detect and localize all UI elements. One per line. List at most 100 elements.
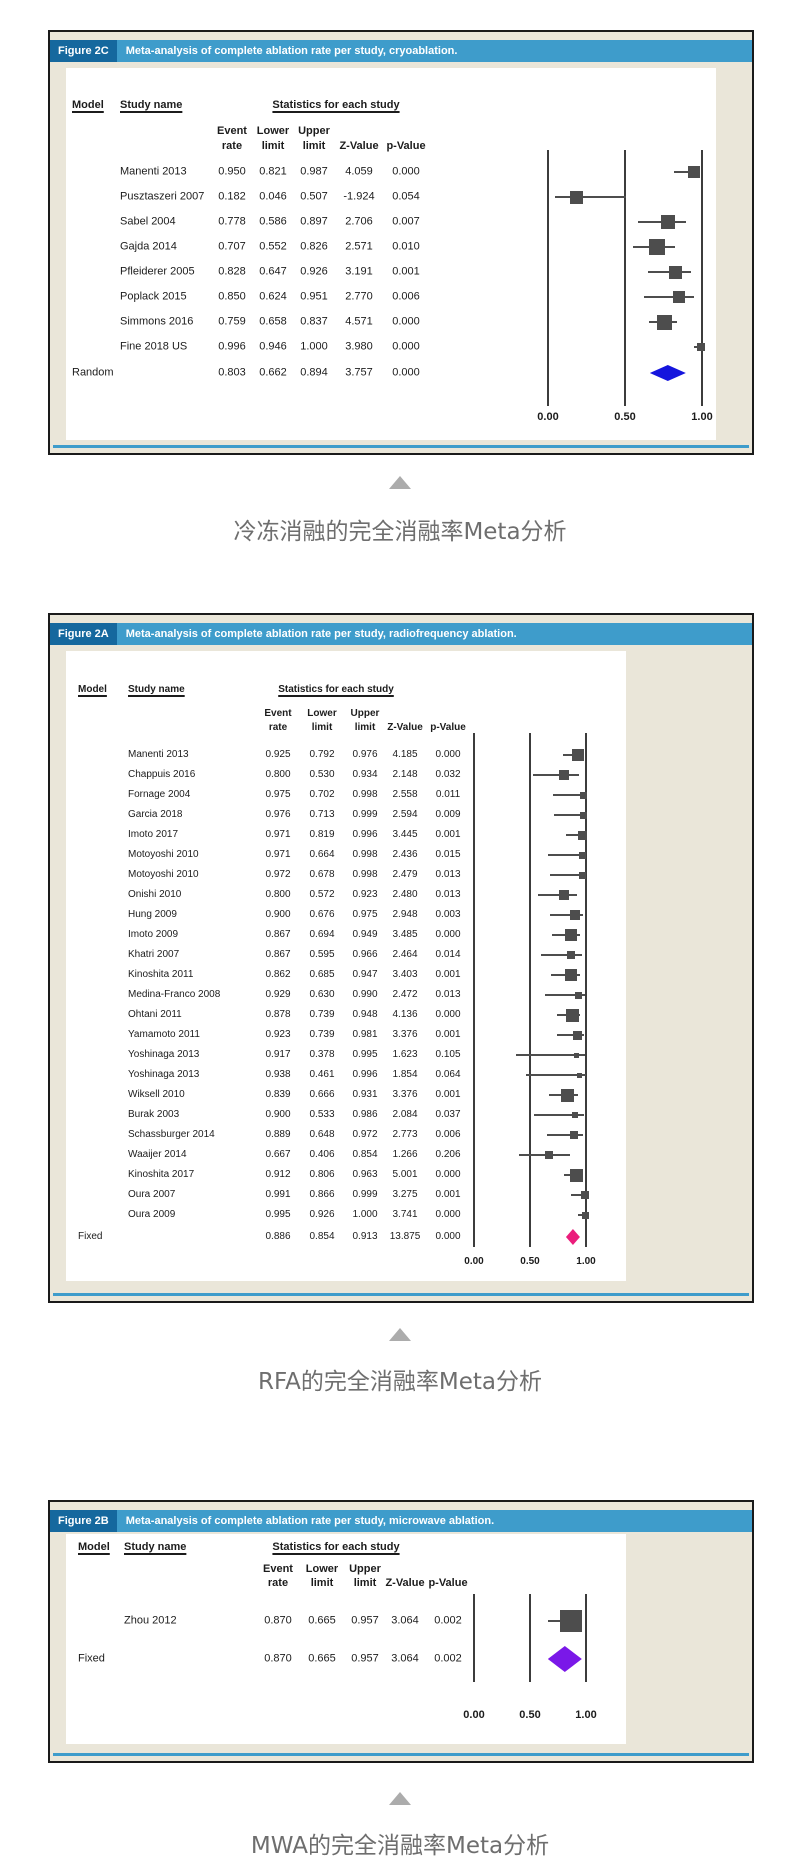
stat-cell-rate: 0.878	[265, 1009, 291, 1020]
study-name: Fornage 2004	[128, 789, 191, 800]
study-name: Gajda 2014	[120, 240, 177, 253]
point-estimate-square	[574, 991, 582, 999]
study-name: Motoyoshi 2010	[128, 849, 199, 860]
column-subheader: Lower	[307, 708, 337, 719]
point-estimate-square	[565, 1008, 579, 1022]
column-subheader: Event	[263, 1563, 293, 1575]
stat-cell-upper: 0.966	[352, 949, 378, 960]
stat-cell-p: 0.006	[392, 290, 420, 303]
study-name: Yamamoto 2011	[128, 1029, 200, 1040]
study-name: Kinoshita 2017	[128, 1169, 195, 1180]
figure-header-bar: Figure 2C Meta-analysis of complete abla…	[50, 40, 752, 62]
model-column-header: Model	[78, 684, 107, 695]
column-subheader: Event	[264, 708, 292, 719]
point-estimate-square	[561, 1088, 575, 1102]
stat-cell-p: 0.011	[435, 789, 461, 800]
point-estimate-square	[579, 791, 587, 799]
stat-cell-rate: 0.996	[218, 340, 246, 353]
stat-cell-z: 2.770	[345, 290, 373, 303]
stat-cell-z: 2.480	[392, 889, 418, 900]
stat-cell-lower: 0.702	[309, 789, 335, 800]
stat-cell-rate: 0.925	[265, 749, 291, 760]
stat-cell-lower: 0.739	[309, 1029, 335, 1040]
ci-whisker	[525, 1074, 586, 1076]
point-estimate-square	[697, 343, 706, 351]
figure-title: Meta-analysis of complete ablation rate …	[125, 1515, 495, 1527]
stat-cell-lower: 0.821	[259, 165, 287, 178]
stat-cell-p: 0.000	[435, 1009, 461, 1020]
stat-cell-upper: 0.931	[352, 1089, 378, 1100]
stat-cell-lower: 0.739	[309, 1009, 335, 1020]
point-estimate-square	[567, 951, 576, 959]
stat-cell-rate: 0.950	[218, 165, 246, 178]
ci-whisker	[533, 774, 579, 776]
stat-cell-p: 0.015	[435, 849, 461, 860]
stat-cell-rate: 0.923	[265, 1029, 291, 1040]
summary-cell-p: 0.002	[434, 1652, 462, 1665]
stat-cell-lower: 0.624	[259, 290, 287, 303]
point-estimate-square	[574, 1052, 580, 1058]
study-name: Yoshinaga 2013	[128, 1049, 200, 1060]
point-estimate-square	[565, 929, 578, 941]
summary-cell-lower: 0.662	[259, 366, 287, 379]
study-name: Sabel 2004	[120, 215, 176, 228]
column-subheader: Lower	[305, 1563, 339, 1575]
point-estimate-square	[571, 749, 584, 761]
stat-cell-lower: 0.630	[309, 989, 335, 1000]
stat-cell-lower: 0.046	[259, 190, 287, 203]
stat-cell-p: 0.010	[392, 240, 420, 253]
stat-cell-upper: 0.998	[352, 789, 378, 800]
summary-cell-z: 3.064	[391, 1652, 419, 1665]
column-subheader: p-Value	[428, 1577, 468, 1589]
point-estimate-square	[558, 890, 569, 900]
stat-cell-z: 2.948	[392, 909, 418, 920]
stat-cell-p: 0.054	[392, 190, 420, 203]
reference-line	[473, 1594, 475, 1682]
column-subheader: limit	[310, 1577, 334, 1589]
stat-cell-rate: 0.976	[265, 809, 291, 820]
stat-cell-p: 0.001	[392, 265, 420, 278]
stat-cell-z: 5.001	[392, 1169, 418, 1180]
stat-cell-lower: 0.378	[309, 1049, 335, 1060]
ci-whisker	[577, 1214, 586, 1216]
stat-cell-z: 2.472	[392, 989, 418, 1000]
stat-cell-rate: 0.971	[265, 829, 291, 840]
stat-cell-lower: 0.595	[309, 949, 335, 960]
axis-tick-label: 0.00	[463, 1709, 485, 1721]
ci-whisker	[644, 296, 695, 298]
stat-cell-upper: 0.934	[352, 769, 378, 780]
stat-cell-lower: 0.664	[309, 849, 335, 860]
axis-tick-label: 0.00	[537, 411, 559, 423]
reference-line	[701, 150, 703, 406]
statistics-column-header: Statistics for each study	[272, 99, 400, 111]
study-name: Manenti 2013	[128, 749, 189, 760]
summary-cell-z: 13.875	[389, 1231, 421, 1242]
summary-cell-upper: 0.957	[351, 1652, 379, 1665]
stat-cell-upper: 0.972	[352, 1129, 378, 1140]
stat-cell-lower: 0.533	[309, 1109, 335, 1120]
stat-cell-p: 0.001	[435, 1089, 461, 1100]
reference-line	[585, 733, 587, 1247]
stat-cell-rate: 0.667	[265, 1149, 291, 1160]
reference-line	[529, 1594, 531, 1682]
study-name: Schassburger 2014	[128, 1129, 215, 1140]
reference-line	[585, 1594, 587, 1682]
figure-header-bar: Figure 2A Meta-analysis of complete abla…	[50, 623, 752, 645]
axis-tick-label: 0.50	[614, 411, 636, 423]
figure-caption: MWA的完全消融率Meta分析	[250, 1833, 550, 1859]
column-subheader: Lower	[256, 125, 290, 137]
stat-cell-lower: 0.819	[309, 829, 335, 840]
reference-line	[473, 733, 475, 1247]
stat-cell-upper: 0.998	[352, 849, 378, 860]
point-estimate-square	[544, 1151, 553, 1159]
stat-cell-upper: 0.826	[300, 240, 328, 253]
summary-cell-upper: 0.913	[352, 1231, 378, 1242]
stat-cell-upper: 0.996	[352, 1069, 378, 1080]
ci-whisker	[549, 914, 584, 916]
stat-cell-p: 0.013	[435, 889, 461, 900]
plot-canvas	[66, 1534, 626, 1744]
stat-cell-lower: 0.685	[309, 969, 335, 980]
study-column-header: Study name	[124, 1541, 187, 1553]
column-subheader: limit	[261, 140, 285, 152]
